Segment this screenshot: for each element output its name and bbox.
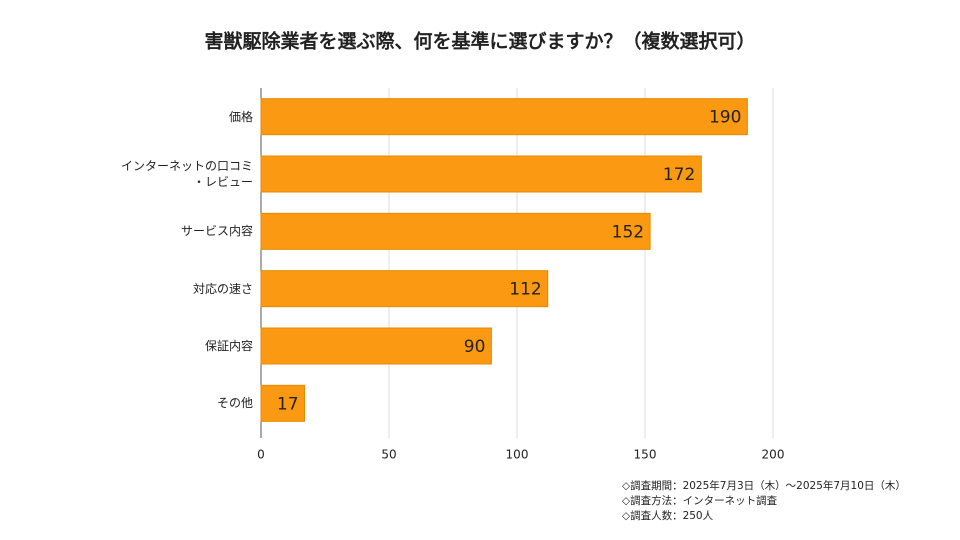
y-tick-label: 対応の速さ xyxy=(192,281,253,296)
x-tick-label: 200 xyxy=(762,448,785,462)
data-label: 17 xyxy=(277,394,299,414)
y-tick-label: その他 xyxy=(216,396,253,411)
y-tick-label: 保証内容 xyxy=(204,339,253,353)
bar xyxy=(260,270,549,308)
bar xyxy=(260,327,492,365)
data-label: 90 xyxy=(464,337,486,357)
bar xyxy=(260,155,702,193)
x-tick-label: 50 xyxy=(381,448,396,462)
bar xyxy=(260,98,748,136)
x-tick-label: 150 xyxy=(634,448,657,462)
annotation: ◇調査期間：2025年7月3日（木）～2025年7月10日（木） xyxy=(622,479,906,492)
y-tick-label: インターネットの口コミ ・レビュー xyxy=(120,159,253,189)
bar xyxy=(260,384,306,422)
annotation: ◇調査方法：インターネット調査 xyxy=(622,494,778,507)
annotation: ◇調査人数：250人 xyxy=(622,509,714,522)
x-tick-label: 0 xyxy=(257,448,265,462)
x-tick-label: 100 xyxy=(506,448,529,462)
bar xyxy=(260,212,651,250)
data-label: 112 xyxy=(509,280,541,300)
data-label: 190 xyxy=(709,108,741,128)
data-label: 172 xyxy=(663,165,695,185)
y-tick-label: サービス内容 xyxy=(180,224,253,239)
data-label: 152 xyxy=(612,222,644,242)
y-tick-label: 価格 xyxy=(228,109,253,124)
chart-title: 害獣駆除業者を選ぶ際、何を基準に選びますか？（複数選択可） xyxy=(204,30,755,53)
